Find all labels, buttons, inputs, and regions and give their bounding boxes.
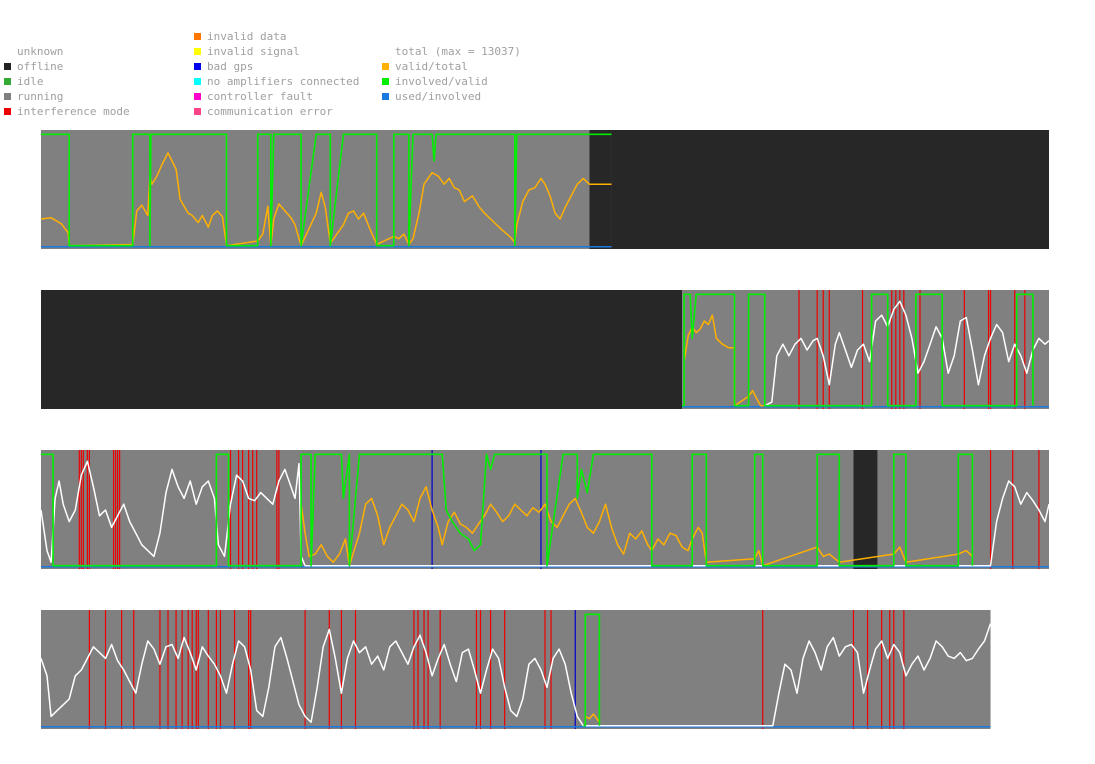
legend-label: running [17,90,64,103]
legend-label: involved/valid [395,75,488,88]
valid-total-line [300,486,973,567]
timeline-row [41,290,1050,409]
offline-segment [41,290,683,409]
timeline-row [40,610,992,729]
legend-swatch [194,48,201,55]
legend-swatch [194,33,201,40]
legend-label: bad gps [207,60,254,73]
legend-label: no amplifiers connected [207,75,360,88]
legend-swatch [194,93,201,100]
involved-valid-line [41,133,612,247]
running-segment [41,130,590,249]
total-line [40,623,992,727]
legend-label: idle [17,75,44,88]
offline-segment [611,130,1049,249]
legend-swatch [194,108,201,115]
legend-label: invalid signal [207,45,300,58]
valid-total-line [40,152,612,247]
legend-swatch [194,78,201,85]
legend-label: unknown [17,45,64,58]
legend-label: communication error [207,105,333,118]
legend-swatch [4,108,11,115]
running-segment [41,450,854,569]
timeline-row [40,450,1050,569]
legend-swatch [382,93,389,100]
legend-swatch [4,93,11,100]
legend-label: total (max = 13037) [395,45,521,58]
legend-swatch [4,63,11,70]
offline-segment [853,450,878,569]
total-line [764,300,1050,407]
valid-total-line [683,314,765,407]
legend-swatch [4,78,11,85]
legend-label: invalid data [207,30,287,43]
legend-swatch [382,78,389,85]
legend-label: offline [17,60,64,73]
legend-label: valid/total [395,60,468,73]
legend-label: used/involved [395,90,482,103]
legend-swatch [194,63,201,70]
offline-segment [589,130,612,249]
involved-valid-line [41,453,974,567]
running-segment [41,610,991,729]
legend: unknown offline idle running interference mo… [4,29,604,124]
legend-label: controller fault [207,90,313,103]
total-line [40,460,1050,567]
timeline-row [40,130,1049,249]
involved-valid-line [682,293,1034,407]
involved-valid-line [583,613,601,727]
legend-swatch [382,63,389,70]
legend-label: interference mode [17,105,130,118]
valid-total-line [584,713,601,723]
